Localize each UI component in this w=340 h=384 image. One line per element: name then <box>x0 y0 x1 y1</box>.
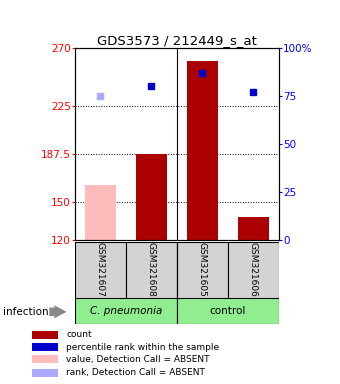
Bar <box>126 242 177 298</box>
Text: GSM321606: GSM321606 <box>249 242 258 297</box>
Bar <box>32 355 57 363</box>
Text: GSM321608: GSM321608 <box>147 242 156 297</box>
Text: count: count <box>67 330 92 339</box>
Bar <box>228 242 279 298</box>
Bar <box>177 298 279 324</box>
Bar <box>32 331 57 339</box>
Bar <box>136 154 167 240</box>
Bar <box>238 217 269 240</box>
Bar <box>85 185 116 240</box>
Bar <box>177 242 228 298</box>
Bar <box>75 242 126 298</box>
Text: C. pneumonia: C. pneumonia <box>90 306 162 316</box>
Title: GDS3573 / 212449_s_at: GDS3573 / 212449_s_at <box>97 34 257 47</box>
Text: value, Detection Call = ABSENT: value, Detection Call = ABSENT <box>67 355 210 364</box>
Text: GSM321607: GSM321607 <box>96 242 105 297</box>
Bar <box>75 298 177 324</box>
Bar <box>187 61 218 240</box>
Bar <box>32 343 57 351</box>
Text: GSM321605: GSM321605 <box>198 242 207 297</box>
Text: percentile rank within the sample: percentile rank within the sample <box>67 343 220 351</box>
FancyArrow shape <box>49 305 67 318</box>
Text: control: control <box>210 306 246 316</box>
Text: infection: infection <box>3 307 49 317</box>
Bar <box>32 369 57 376</box>
Text: rank, Detection Call = ABSENT: rank, Detection Call = ABSENT <box>67 368 205 377</box>
